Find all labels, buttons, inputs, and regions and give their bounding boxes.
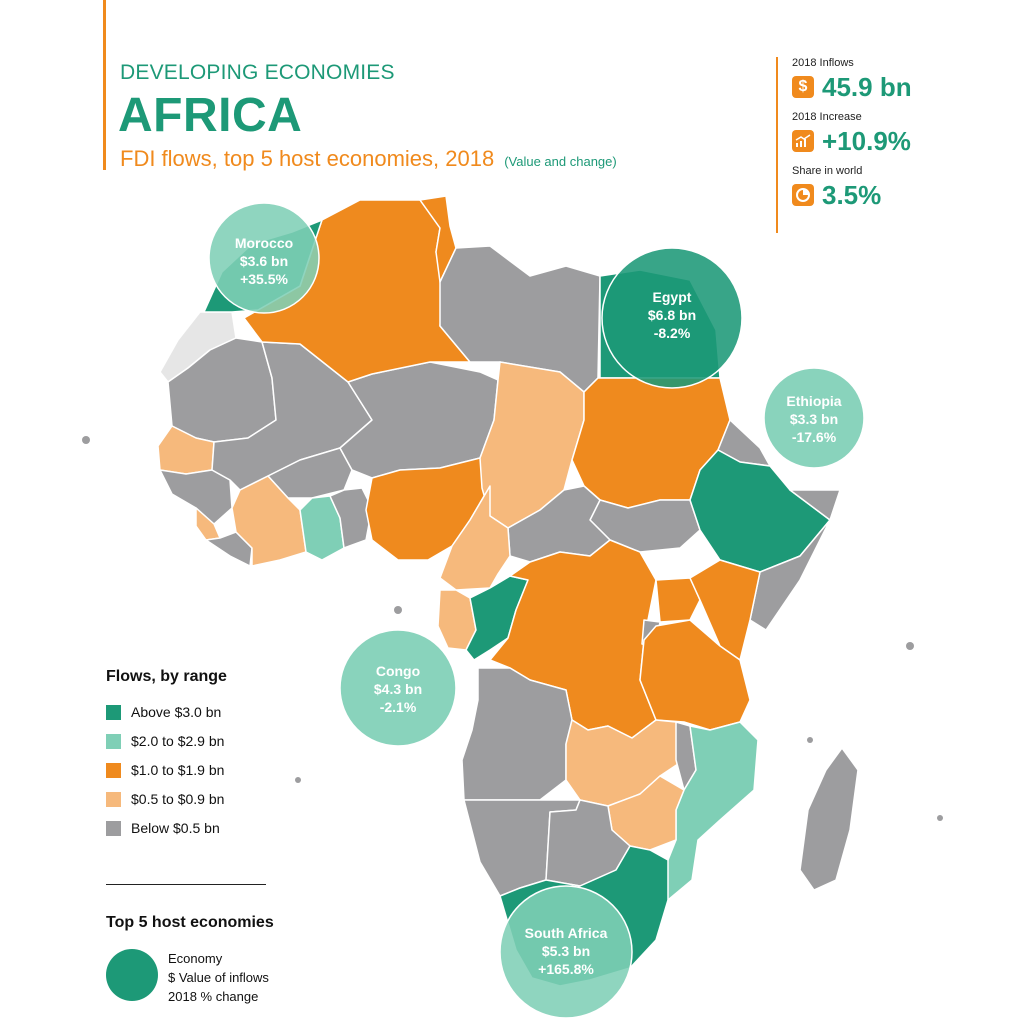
island-dot	[82, 436, 90, 444]
top5-title: Top 5 host economies	[106, 914, 274, 931]
bubble-value: $3.6 bn	[240, 253, 288, 269]
country-madagascar	[799, 747, 859, 891]
bubble-value: $4.3 bn	[374, 681, 422, 697]
page-title: AFRICA	[118, 89, 303, 142]
dollar-icon: $	[792, 76, 814, 98]
subtitle-text: FDI flows, top 5 host economies, 2018	[120, 146, 495, 171]
stat-label: 2018 Inflows	[792, 57, 854, 69]
legend-item: Below $0.5 bn	[106, 820, 306, 836]
stat-value: 3.5%	[822, 180, 882, 210]
legend-divider	[106, 884, 266, 885]
country-kenya	[689, 559, 761, 661]
legend-item: $1.0 to $1.9 bn	[106, 762, 306, 778]
legend-swatch	[106, 791, 121, 807]
bubble-change: +35.5%	[240, 271, 288, 287]
legend-label: $2.0 to $2.9 bn	[131, 733, 225, 749]
bubble-name: Morocco	[235, 235, 293, 251]
stat-inflows: 2018 Inflows $ 45.9 bn	[792, 57, 1012, 101]
bubble-egypt: Egypt $6.8 bn -8.2%	[601, 247, 743, 389]
island-dot	[394, 606, 402, 614]
legend-swatch	[106, 704, 121, 720]
legend-label: Above $3.0 bn	[131, 704, 222, 720]
top5-key-line: $ Value of inflows	[168, 970, 269, 985]
top5-key-text: Economy $ Value of inflows 2018 % change	[168, 949, 269, 1006]
country-cameroon	[439, 485, 511, 591]
page-subtitle: FDI flows, top 5 host economies, 2018 (Va…	[120, 146, 617, 172]
stat-label: 2018 Increase	[792, 111, 862, 123]
bubble-value: $3.3 bn	[790, 411, 838, 427]
island-dot	[295, 777, 301, 783]
legend-item: $2.0 to $2.9 bn	[106, 733, 306, 749]
stat-label: Share in world	[792, 165, 863, 177]
bubble-name: Ethiopia	[786, 393, 841, 409]
legend-swatch	[106, 733, 121, 749]
legend-title: Flows, by range	[106, 668, 227, 685]
bubble-congo: Congo $4.3 bn -2.1%	[339, 629, 457, 747]
bubble-ethiopia: Ethiopia $3.3 bn -17.6%	[763, 367, 865, 469]
bubble-change: +165.8%	[538, 961, 594, 977]
stat-value: +10.9%	[822, 126, 911, 156]
legend-swatch	[106, 762, 121, 778]
island-dot	[906, 642, 914, 650]
legend: Flows, by range Above $3.0 bn $2.0 to $2…	[106, 668, 306, 849]
country-uganda	[655, 577, 701, 623]
bubble-change: -17.6%	[792, 429, 837, 445]
bubble-value: $5.3 bn	[542, 943, 590, 959]
top5-key-line: 2018 % change	[168, 989, 259, 1004]
stat-increase: 2018 Increase +10.9%	[792, 111, 1012, 155]
legend-label: $1.0 to $1.9 bn	[131, 762, 225, 778]
island-dot	[807, 737, 813, 743]
country-angola	[461, 667, 573, 801]
legend-label: Below $0.5 bn	[131, 820, 220, 836]
legend-swatch	[106, 820, 121, 836]
top5-key-line: Economy	[168, 951, 223, 966]
stat-value: 45.9 bn	[822, 72, 912, 102]
stat-share: Share in world 3.5%	[792, 165, 1012, 209]
country-burkina-faso	[267, 447, 353, 499]
subtitle-note: (Value and change)	[504, 154, 617, 169]
pie-chart-icon	[792, 184, 814, 206]
country-car	[507, 485, 611, 563]
legend-item: Above $3.0 bn	[106, 704, 306, 720]
legend-item: $0.5 to $0.9 bn	[106, 791, 306, 807]
top5-key-circle	[106, 949, 158, 1001]
growth-chart-icon	[792, 130, 814, 152]
bubble-name: South Africa	[525, 925, 608, 941]
country-somalia	[749, 489, 841, 631]
bubble-change: -2.1%	[380, 699, 417, 715]
bubble-change: -8.2%	[654, 325, 691, 341]
section-eyebrow: DEVELOPING ECONOMIES	[120, 61, 395, 84]
title-accent-bar	[103, 0, 106, 170]
bubble-south-africa: South Africa $5.3 bn +165.8%	[499, 885, 633, 1019]
stats-panel: 2018 Inflows $ 45.9 bn 2018 Increase +10…	[776, 57, 1012, 233]
legend-label: $0.5 to $0.9 bn	[131, 791, 225, 807]
island-dot	[937, 815, 943, 821]
bubble-morocco: Morocco $3.6 bn +35.5%	[208, 202, 320, 314]
bubble-value: $6.8 bn	[648, 307, 696, 323]
bubble-name: Egypt	[653, 289, 692, 305]
bubble-name: Congo	[376, 663, 420, 679]
